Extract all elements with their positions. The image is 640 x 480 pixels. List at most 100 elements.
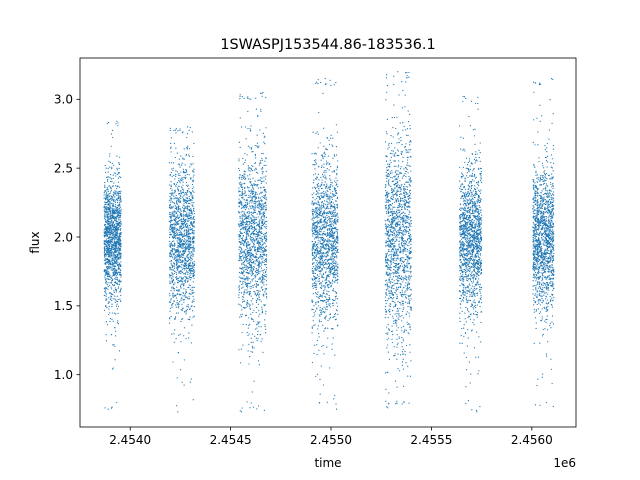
data-point (112, 255, 115, 257)
data-point (170, 242, 173, 244)
data-point (107, 285, 109, 288)
data-point (263, 241, 265, 244)
data-point (107, 282, 109, 284)
data-point (250, 207, 252, 210)
data-point (178, 261, 180, 263)
data-point (334, 313, 336, 316)
data-point (258, 204, 260, 206)
data-point (262, 186, 264, 188)
data-point (104, 184, 106, 186)
data-point (246, 331, 248, 334)
data-point (251, 202, 253, 204)
data-point (324, 285, 326, 287)
data-point (317, 82, 319, 85)
data-point (244, 226, 246, 228)
data-point (108, 212, 110, 214)
data-point (189, 262, 191, 264)
data-point (320, 321, 322, 323)
data-point (252, 221, 255, 224)
data-point (170, 212, 172, 214)
data-point (176, 258, 178, 260)
data-point (313, 284, 315, 286)
data-point (260, 251, 262, 253)
data-point (170, 224, 172, 226)
data-point (323, 317, 325, 319)
data-point (251, 255, 253, 257)
data-point (185, 176, 187, 178)
data-point (118, 204, 120, 207)
data-point (337, 248, 339, 251)
data-point (171, 215, 173, 218)
data-point (323, 163, 325, 165)
data-point (170, 137, 173, 139)
data-point (192, 281, 194, 283)
data-point (171, 306, 173, 308)
data-point (259, 334, 261, 336)
data-point (188, 276, 190, 278)
data-point (186, 308, 188, 311)
data-point (177, 130, 179, 132)
data-point (106, 217, 108, 219)
data-point (253, 226, 255, 228)
data-point (180, 341, 182, 343)
data-point (317, 253, 319, 255)
data-point (262, 275, 264, 277)
data-point (192, 205, 194, 207)
data-point (248, 363, 250, 365)
data-point (169, 282, 171, 284)
data-point (118, 216, 120, 218)
data-point (193, 277, 195, 279)
data-point (112, 232, 114, 234)
data-point (319, 257, 321, 259)
data-point (113, 235, 116, 238)
data-point (244, 176, 246, 178)
data-point (253, 320, 255, 322)
data-point (246, 269, 248, 271)
data-point (325, 147, 327, 150)
data-point (246, 201, 248, 203)
data-point (169, 243, 171, 245)
data-point (109, 207, 111, 209)
data-point (108, 222, 110, 225)
data-point (265, 328, 267, 330)
data-point (178, 279, 180, 282)
data-point (323, 152, 325, 154)
data-point (258, 223, 260, 225)
data-point (170, 264, 172, 266)
data-point (188, 214, 191, 216)
data-point (238, 296, 240, 299)
data-point (107, 200, 109, 203)
data-point (115, 276, 117, 278)
data-point (189, 213, 191, 215)
data-point (117, 221, 119, 223)
data-point (175, 211, 177, 214)
data-point (335, 260, 337, 262)
data-point (323, 190, 325, 192)
data-point (185, 245, 187, 247)
data-point (311, 270, 313, 272)
data-point (249, 226, 251, 228)
data-point (113, 164, 115, 166)
data-point (264, 242, 266, 245)
data-point (117, 259, 119, 261)
data-point (189, 284, 191, 287)
data-point (186, 236, 188, 238)
data-point (240, 184, 242, 186)
data-point (314, 246, 316, 248)
data-point (108, 262, 110, 265)
data-point (107, 233, 109, 236)
data-point (242, 210, 244, 212)
data-point (318, 111, 320, 114)
data-point (313, 217, 315, 219)
data-point (240, 348, 242, 350)
data-point (174, 236, 176, 238)
data-point (183, 222, 185, 225)
data-point (179, 201, 181, 203)
data-point (239, 232, 242, 234)
data-point (119, 254, 121, 256)
data-point (192, 249, 194, 251)
data-point (191, 301, 193, 303)
data-point (175, 273, 178, 275)
data-point (112, 217, 114, 219)
data-point (175, 207, 177, 209)
